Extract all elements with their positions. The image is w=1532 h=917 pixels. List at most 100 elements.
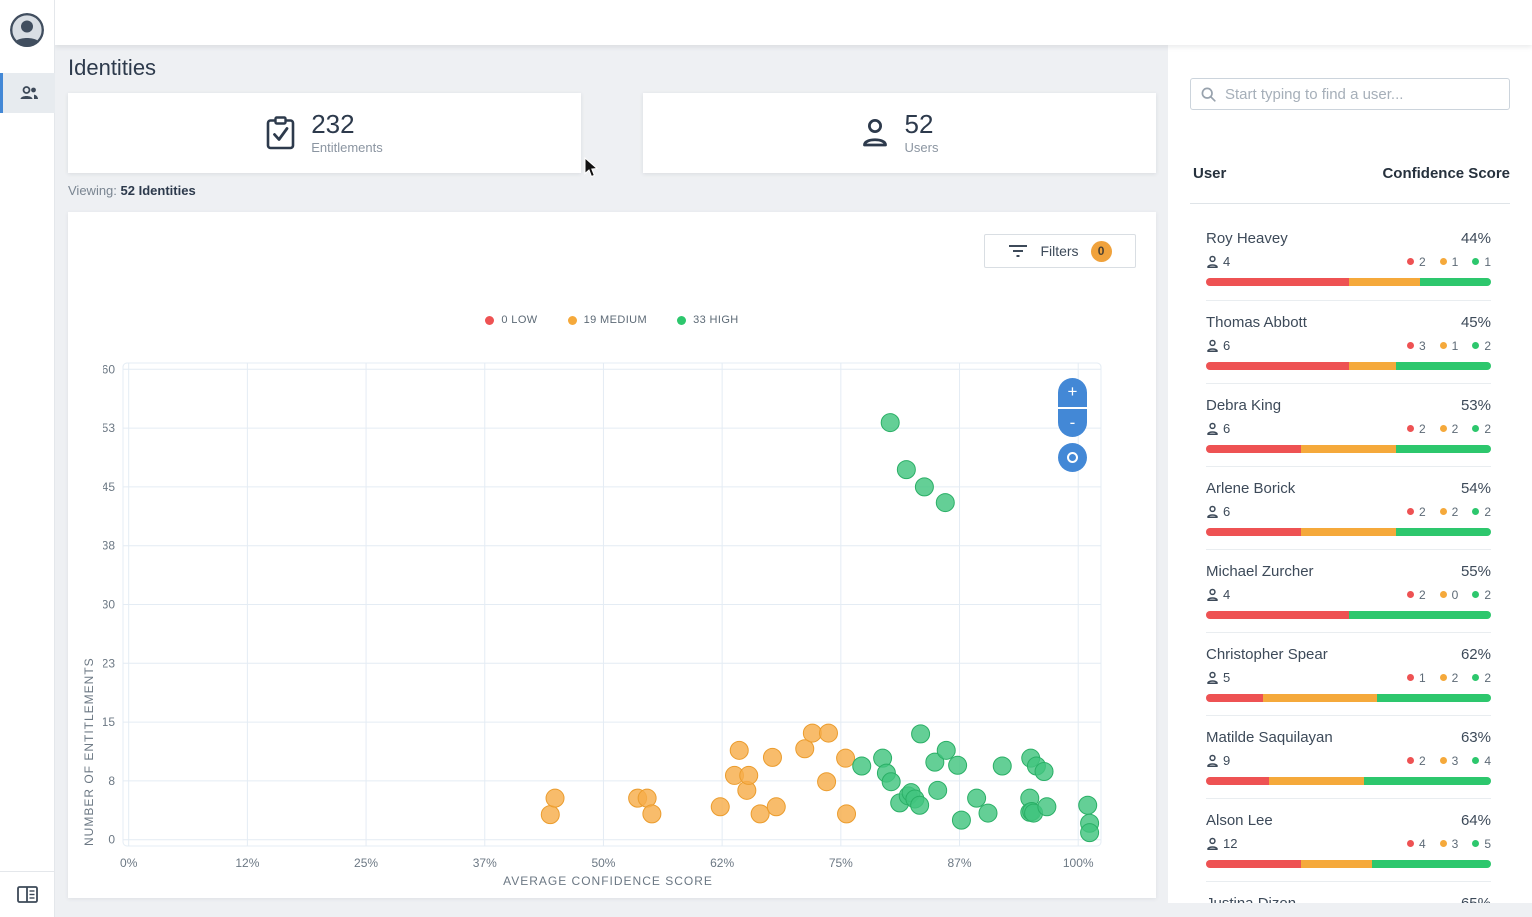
svg-text:45: 45 bbox=[103, 480, 115, 494]
user-confidence-score: 54% bbox=[1460, 480, 1491, 497]
medium-dot-icon bbox=[1439, 591, 1447, 598]
chart-zoom-controls: + - bbox=[1058, 378, 1087, 472]
risk-distribution-bar bbox=[1206, 694, 1491, 702]
user-entitlement-count: 6 bbox=[1206, 504, 1230, 519]
list-header: User Confidence Score bbox=[1193, 165, 1510, 182]
sidebar-footer bbox=[0, 871, 55, 917]
zoom-reset-button[interactable] bbox=[1058, 443, 1087, 472]
person-icon bbox=[1207, 505, 1218, 518]
entitlements-card: 232 Entitlements bbox=[68, 93, 581, 173]
column-user: User bbox=[1193, 165, 1227, 182]
mouse-cursor bbox=[584, 157, 598, 178]
user-avatar[interactable] bbox=[10, 13, 44, 47]
svg-text:53: 53 bbox=[103, 421, 115, 435]
user-confidence-score: 53% bbox=[1460, 397, 1491, 414]
legend-dot-icon bbox=[677, 315, 687, 325]
legend-item: 19 MEDIUM bbox=[567, 314, 648, 326]
y-axis-label: NUMBER OF ENTITLEMENTS bbox=[82, 657, 96, 846]
person-icon bbox=[1207, 255, 1218, 268]
user-name: Debra King bbox=[1206, 397, 1282, 414]
user-entitlement-count: 4 bbox=[1206, 254, 1230, 269]
risk-count-dots: 2 2 2 bbox=[1406, 505, 1491, 519]
svg-text:30: 30 bbox=[103, 598, 115, 612]
scatter-plot[interactable]: 0% 12% 25% 37% 50% 62% 75% 87% 100% 0 8 15 23 30 38 45 5… bbox=[103, 353, 1113, 878]
filters-button[interactable]: Filters 0 bbox=[984, 234, 1136, 268]
user-confidence-score: 55% bbox=[1460, 563, 1491, 580]
user-confidence-score: 44% bbox=[1460, 230, 1491, 247]
user-row[interactable]: Arlene Borick 54% 6 2 2 2 bbox=[1206, 466, 1491, 549]
user-entitlement-count: 12 bbox=[1206, 836, 1237, 851]
user-search-box[interactable] bbox=[1190, 78, 1510, 110]
low-dot-icon bbox=[1406, 840, 1414, 847]
medium-dot-icon bbox=[1439, 840, 1447, 847]
user-name: Michael Zurcher bbox=[1206, 563, 1314, 580]
zoom-out-button[interactable]: - bbox=[1069, 412, 1076, 432]
person-icon bbox=[1207, 837, 1218, 850]
header-divider bbox=[1190, 203, 1510, 204]
svg-text:8: 8 bbox=[108, 774, 115, 788]
user-row[interactable]: Matilde Saquilayan 63% 9 2 3 4 bbox=[1206, 715, 1491, 798]
user-confidence-score: 63% bbox=[1460, 729, 1491, 746]
risk-count-dots: 3 1 2 bbox=[1406, 339, 1491, 353]
user-confidence-score: 64% bbox=[1460, 812, 1491, 829]
risk-distribution-bar bbox=[1206, 528, 1491, 536]
high-dot-icon bbox=[1472, 342, 1480, 349]
risk-distribution-bar bbox=[1206, 445, 1491, 453]
person-icon bbox=[1207, 754, 1218, 767]
svg-text:0: 0 bbox=[108, 833, 115, 847]
user-entitlement-count: 6 bbox=[1206, 421, 1230, 436]
low-dot-icon bbox=[1406, 591, 1414, 598]
user-confidence-score: 62% bbox=[1460, 646, 1491, 663]
svg-text:87%: 87% bbox=[948, 856, 972, 870]
low-dot-icon bbox=[1406, 258, 1414, 265]
high-dot-icon bbox=[1472, 757, 1480, 764]
medium-dot-icon bbox=[1439, 508, 1447, 515]
left-sidebar bbox=[0, 0, 55, 917]
user-name: Justina Dizon bbox=[1206, 895, 1296, 903]
risk-count-dots: 2 0 2 bbox=[1406, 588, 1491, 602]
user-name: Alson Lee bbox=[1206, 812, 1273, 829]
user-row[interactable]: Christopher Spear 62% 5 1 2 2 bbox=[1206, 632, 1491, 715]
risk-distribution-bar bbox=[1206, 611, 1491, 619]
sidebar-item-identities[interactable] bbox=[0, 73, 55, 113]
svg-text:62%: 62% bbox=[710, 856, 734, 870]
svg-text:37%: 37% bbox=[473, 856, 497, 870]
chart-panel: Filters 0 0 LOW 19 MEDIUM 33 HIGH NUMBER… bbox=[68, 212, 1156, 898]
user-confidence-score: 65% bbox=[1461, 895, 1491, 903]
high-dot-icon bbox=[1472, 591, 1480, 598]
user-row[interactable]: Thomas Abbott 45% 6 3 1 2 bbox=[1206, 300, 1491, 383]
users-count: 52 bbox=[904, 108, 934, 139]
risk-count-dots: 1 2 2 bbox=[1406, 671, 1491, 685]
medium-dot-icon bbox=[1439, 674, 1447, 681]
svg-text:23: 23 bbox=[103, 656, 115, 670]
user-row[interactable]: Alson Lee 64% 12 4 3 5 bbox=[1206, 798, 1491, 881]
user-row[interactable]: Debra King 53% 6 2 2 2 bbox=[1206, 383, 1491, 466]
user-row[interactable]: Michael Zurcher 55% 4 2 0 2 bbox=[1206, 549, 1491, 632]
legend-item: 33 HIGH bbox=[677, 314, 739, 326]
person-icon bbox=[862, 119, 887, 147]
risk-count-dots: 2 3 4 bbox=[1406, 754, 1491, 768]
filters-label: Filters bbox=[1040, 243, 1079, 259]
person-icon bbox=[1207, 339, 1218, 352]
panel-toggle-icon[interactable] bbox=[17, 886, 38, 903]
zoom-in-button[interactable]: + bbox=[1067, 382, 1078, 402]
filters-badge: 0 bbox=[1090, 240, 1112, 262]
clipboard-check-icon bbox=[266, 116, 295, 150]
risk-count-dots: 4 3 5 bbox=[1406, 837, 1491, 851]
low-dot-icon bbox=[1406, 342, 1414, 349]
legend-item: 0 LOW bbox=[485, 314, 537, 326]
entitlements-count: 232 bbox=[311, 108, 355, 139]
reset-circle-icon bbox=[1067, 452, 1078, 463]
low-dot-icon bbox=[1406, 674, 1414, 681]
user-entitlement-count: 9 bbox=[1206, 753, 1230, 768]
users-card: 52 Users bbox=[643, 93, 1156, 173]
risk-distribution-bar bbox=[1206, 362, 1491, 370]
viewing-summary: Viewing: 52 Identities bbox=[68, 183, 196, 198]
medium-dot-icon bbox=[1439, 425, 1447, 432]
column-confidence-score: Confidence Score bbox=[1382, 165, 1510, 182]
risk-distribution-bar bbox=[1206, 777, 1491, 785]
user-search-input[interactable] bbox=[1225, 85, 1499, 103]
user-row[interactable]: Roy Heavey 44% 4 2 1 1 bbox=[1206, 217, 1491, 300]
user-row[interactable]: Justina Dizon 65% bbox=[1206, 881, 1491, 903]
entitlements-label: Entitlements bbox=[311, 140, 383, 156]
